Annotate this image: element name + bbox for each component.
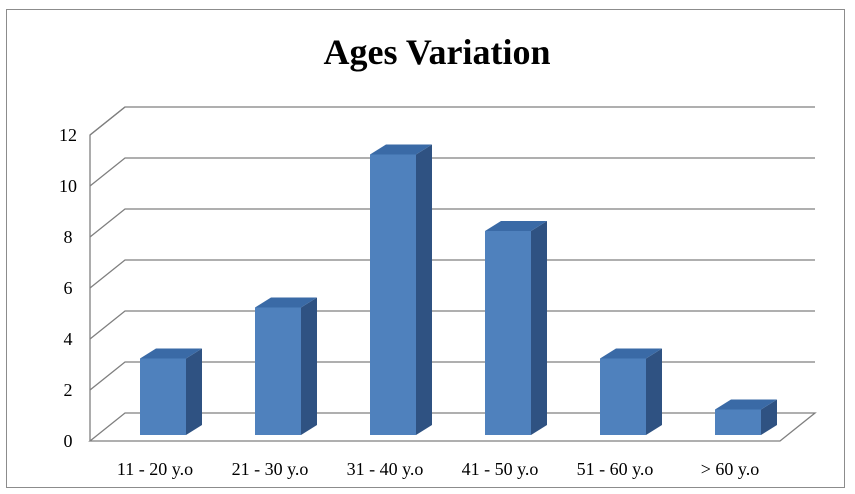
bar — [255, 297, 317, 435]
bar-top — [485, 221, 547, 231]
bar-side — [301, 297, 317, 435]
gridline — [89, 361, 815, 391]
x-tick-label: > 60 y.o — [701, 459, 759, 479]
y-tick-label: 4 — [64, 329, 73, 349]
bar-front — [140, 358, 186, 435]
chart-title: Ages Variation — [323, 32, 550, 72]
floor-outline — [88, 412, 817, 442]
y-tick-label: 6 — [64, 278, 73, 298]
y-axis-ticks: 0 2 4 6 8 10 12 — [59, 125, 77, 451]
gridline — [89, 259, 815, 289]
bar-top — [370, 144, 432, 155]
bar — [600, 348, 662, 435]
bar-top — [715, 399, 777, 410]
bar-front — [255, 307, 301, 435]
x-axis-ticks: 11 - 20 y.o 21 - 30 y.o 31 - 40 y.o 41 - 50… — [117, 459, 759, 479]
bar-top — [600, 348, 662, 359]
bar-side — [531, 221, 547, 435]
bar — [140, 348, 202, 435]
y-tick-label: 8 — [64, 227, 73, 247]
bar-front — [370, 154, 416, 435]
bar-front — [715, 409, 761, 435]
bar-side — [761, 399, 777, 435]
bars — [140, 144, 777, 435]
x-tick-label: 51 - 60 y.o — [577, 459, 654, 479]
x-tick-label: 11 - 20 y.o — [117, 459, 193, 479]
gridline — [89, 310, 815, 340]
bar-front — [485, 231, 531, 435]
y-tick-label: 12 — [59, 125, 77, 145]
y-tick-label: 2 — [64, 380, 73, 400]
gridline — [89, 208, 815, 238]
gridline — [89, 157, 815, 187]
x-tick-label: 41 - 50 y.o — [462, 459, 539, 479]
bar-top — [140, 348, 202, 359]
x-tick-label: 31 - 40 y.o — [347, 459, 424, 479]
bar — [715, 399, 777, 435]
y-tick-label: 10 — [59, 176, 77, 196]
y-tick-label: 0 — [64, 431, 73, 451]
bar-front — [600, 358, 646, 435]
gridline — [89, 106, 815, 136]
x-tick-label: 21 - 30 y.o — [232, 459, 309, 479]
bar — [370, 144, 432, 435]
bar-side — [186, 348, 202, 435]
bar-side — [416, 144, 432, 435]
gridlines — [89, 106, 815, 391]
bar-top — [255, 297, 317, 308]
bar — [485, 221, 547, 435]
bar-side — [646, 348, 662, 435]
